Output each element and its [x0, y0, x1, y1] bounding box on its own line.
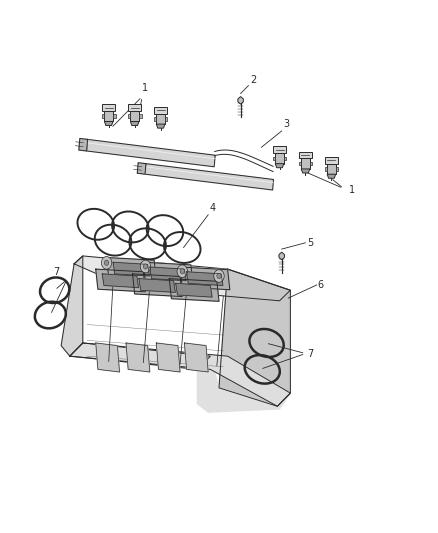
Text: 4: 4: [209, 203, 215, 213]
Polygon shape: [176, 284, 212, 297]
Polygon shape: [273, 146, 286, 153]
Polygon shape: [104, 122, 113, 125]
Circle shape: [104, 260, 109, 265]
Polygon shape: [156, 343, 180, 372]
Polygon shape: [187, 272, 223, 286]
Text: 2: 2: [250, 75, 256, 85]
Polygon shape: [154, 107, 167, 114]
Polygon shape: [325, 167, 327, 171]
Polygon shape: [301, 169, 310, 173]
Text: 6: 6: [318, 280, 324, 290]
Polygon shape: [310, 162, 312, 165]
Polygon shape: [139, 115, 141, 118]
Polygon shape: [96, 343, 120, 372]
Polygon shape: [70, 343, 210, 369]
Text: 3: 3: [283, 119, 289, 130]
Text: 1: 1: [349, 185, 355, 195]
Polygon shape: [279, 252, 284, 260]
Polygon shape: [131, 111, 139, 122]
Circle shape: [180, 269, 184, 274]
Circle shape: [140, 260, 151, 273]
Circle shape: [101, 256, 112, 269]
Polygon shape: [169, 279, 219, 301]
Polygon shape: [70, 343, 290, 406]
Polygon shape: [327, 174, 336, 178]
Polygon shape: [126, 343, 150, 372]
Polygon shape: [79, 139, 88, 151]
Polygon shape: [102, 115, 104, 118]
Text: 7: 7: [53, 267, 59, 277]
Circle shape: [214, 270, 224, 282]
Polygon shape: [273, 157, 275, 160]
Polygon shape: [301, 158, 310, 169]
Polygon shape: [139, 279, 175, 292]
Polygon shape: [102, 274, 138, 288]
Polygon shape: [275, 153, 284, 164]
Circle shape: [177, 265, 187, 278]
Polygon shape: [219, 269, 290, 406]
Polygon shape: [133, 274, 182, 296]
Polygon shape: [238, 96, 244, 104]
Text: 5: 5: [307, 238, 313, 248]
Polygon shape: [156, 114, 165, 124]
Polygon shape: [336, 167, 338, 171]
Text: 1: 1: [142, 84, 148, 93]
Polygon shape: [156, 124, 165, 128]
Circle shape: [217, 273, 221, 279]
Polygon shape: [284, 157, 286, 160]
Polygon shape: [327, 164, 336, 174]
Polygon shape: [143, 262, 193, 285]
Polygon shape: [137, 163, 146, 174]
Polygon shape: [96, 269, 145, 292]
Polygon shape: [198, 356, 290, 412]
Polygon shape: [113, 115, 116, 118]
Polygon shape: [165, 117, 167, 120]
Polygon shape: [87, 140, 215, 167]
Polygon shape: [104, 111, 113, 122]
Polygon shape: [106, 257, 156, 280]
Polygon shape: [299, 162, 301, 165]
Polygon shape: [102, 104, 115, 111]
Polygon shape: [113, 262, 149, 276]
Polygon shape: [299, 151, 312, 158]
Polygon shape: [61, 256, 83, 356]
Polygon shape: [275, 164, 284, 168]
Polygon shape: [154, 117, 156, 120]
Polygon shape: [145, 164, 273, 190]
Polygon shape: [150, 267, 186, 281]
Text: 7: 7: [307, 349, 314, 359]
Polygon shape: [180, 267, 230, 290]
Polygon shape: [74, 256, 290, 301]
Polygon shape: [184, 343, 208, 372]
Polygon shape: [128, 104, 141, 111]
Polygon shape: [131, 122, 139, 125]
Polygon shape: [128, 115, 131, 118]
Circle shape: [143, 264, 148, 269]
Polygon shape: [325, 157, 338, 164]
